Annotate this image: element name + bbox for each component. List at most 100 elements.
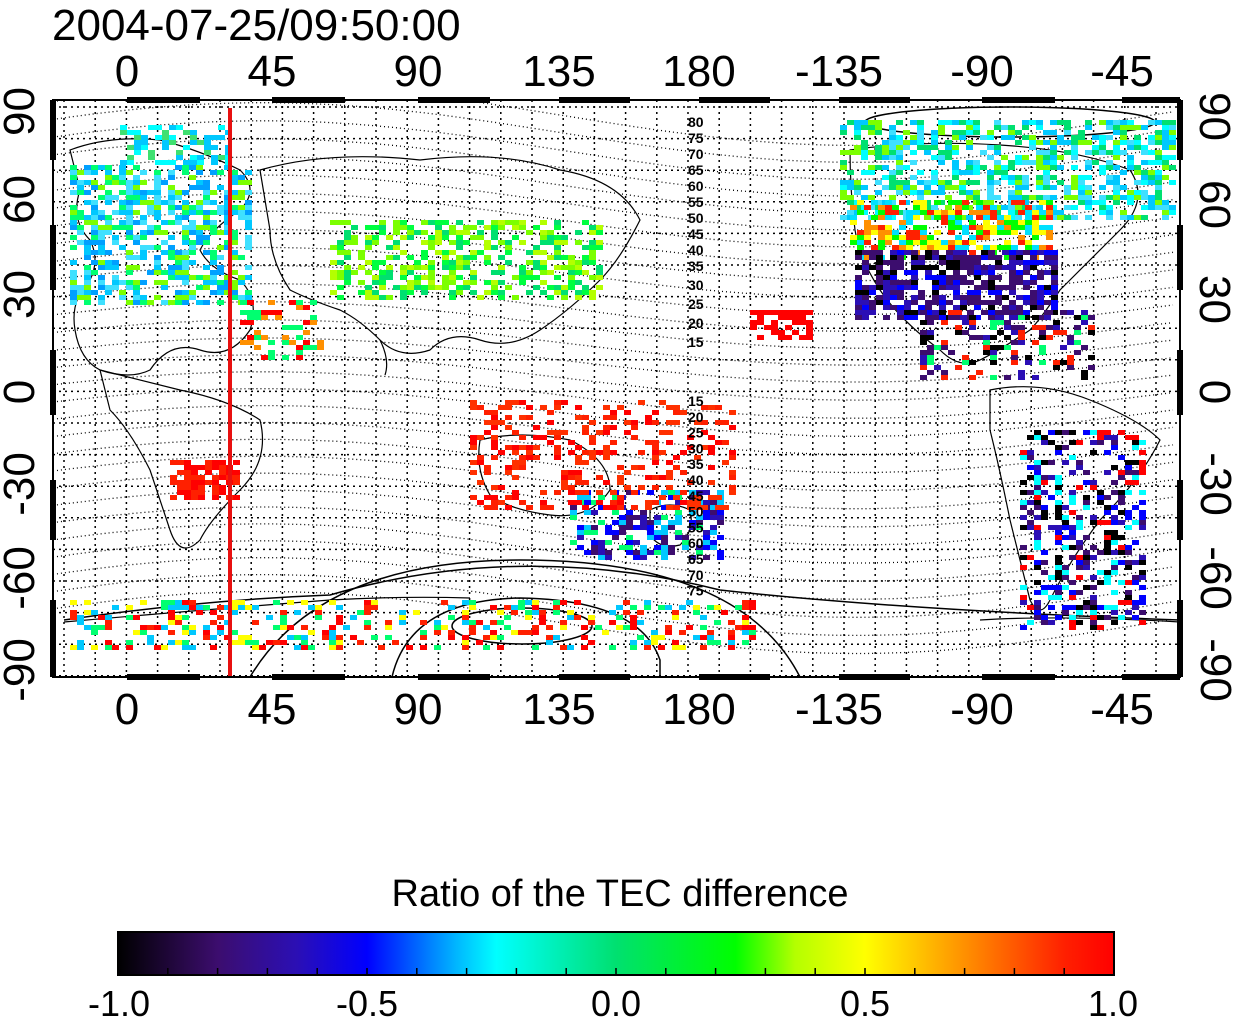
tec-cell <box>966 165 973 170</box>
tec-cell <box>315 615 322 620</box>
tec-cell <box>645 440 652 445</box>
tec-cell <box>582 290 589 295</box>
tec-cell <box>1111 560 1118 565</box>
tec-cell <box>673 495 680 500</box>
tec-cell <box>484 290 491 295</box>
tec-cell <box>442 260 449 265</box>
tec-cell <box>442 220 449 225</box>
tec-cell <box>927 330 934 335</box>
tec-cell <box>98 285 105 290</box>
tec-cell <box>70 175 77 180</box>
tec-cell <box>182 200 189 205</box>
tec-cell <box>448 615 455 620</box>
tec-cell <box>927 210 934 215</box>
tec-cell <box>575 475 582 480</box>
tec-cell <box>696 525 703 530</box>
tec-cell <box>420 635 427 640</box>
tec-cell <box>941 220 948 225</box>
tec-cell <box>1169 145 1176 150</box>
tec-cell <box>1020 515 1027 520</box>
tec-cell <box>1141 175 1148 180</box>
tec-cell <box>463 255 470 260</box>
tec-cell <box>1055 500 1062 505</box>
tec-cell <box>976 205 983 210</box>
tec-cell <box>70 170 77 175</box>
tec-cell <box>931 170 938 175</box>
tec-cell <box>875 150 882 155</box>
tec-cell <box>372 280 379 285</box>
tec-cell <box>533 265 540 270</box>
tec-cell <box>969 250 976 255</box>
tec-cell <box>1083 600 1090 605</box>
tec-cell <box>693 605 700 610</box>
tec-cell <box>983 335 990 340</box>
tec-cell <box>932 250 939 255</box>
tec-cell <box>675 530 682 535</box>
tec-cell <box>847 200 854 205</box>
tec-cell <box>1044 290 1051 295</box>
tec-cell <box>463 260 470 265</box>
tec-cell <box>84 610 91 615</box>
tec-cell <box>533 250 540 255</box>
tec-cell <box>626 515 633 520</box>
tec-cell <box>948 210 955 215</box>
tec-cell <box>414 285 421 290</box>
tec-cell <box>948 240 955 245</box>
tec-cell <box>966 145 973 150</box>
tec-cell <box>140 220 147 225</box>
tec-cell <box>850 240 857 245</box>
tec-cell <box>400 290 407 295</box>
tec-cell <box>778 310 785 315</box>
tec-cell <box>198 485 205 490</box>
tec-cell <box>997 315 1004 320</box>
tec-cell <box>661 535 668 540</box>
tec-cell <box>547 430 554 435</box>
tec-cell <box>421 290 428 295</box>
tec-cell <box>470 470 477 475</box>
tec-cell <box>892 210 899 215</box>
tec-cell <box>1085 160 1092 165</box>
tec-cell <box>1085 215 1092 220</box>
tec-cell <box>554 405 561 410</box>
tec-cell <box>1127 160 1134 165</box>
tec-cell <box>358 255 365 260</box>
tec-cell <box>1169 180 1176 185</box>
tec-cell <box>1071 165 1078 170</box>
axis-bar-bottom <box>982 674 1055 680</box>
tec-cell <box>638 400 645 405</box>
tec-cell <box>897 265 904 270</box>
tec-cell <box>554 225 561 230</box>
tec-cell <box>890 265 897 270</box>
tec-cell <box>372 240 379 245</box>
contour-label-south: 70 <box>688 567 704 583</box>
tec-cell <box>182 205 189 210</box>
tec-cell <box>1022 200 1029 205</box>
tec-cell <box>598 545 605 550</box>
tec-cell <box>1074 340 1081 345</box>
tec-cell <box>491 415 498 420</box>
tec-cell <box>393 285 400 290</box>
tec-cell <box>364 605 371 610</box>
tec-cell <box>938 180 945 185</box>
tec-cell <box>584 525 591 530</box>
tec-cell <box>988 265 995 270</box>
tec-cell <box>785 310 792 315</box>
tec-cell <box>647 525 654 530</box>
tec-cell <box>435 230 442 235</box>
tec-cell <box>715 505 722 510</box>
tec-cell <box>147 225 154 230</box>
tec-cell <box>862 315 869 320</box>
tec-cell <box>941 375 948 380</box>
tec-cell <box>1097 570 1104 575</box>
tec-cell <box>470 255 477 260</box>
tec-cell <box>679 605 686 610</box>
tec-cell <box>1034 610 1041 615</box>
axis-bar-top <box>127 97 200 103</box>
tec-cell <box>661 525 668 530</box>
tec-cell <box>1069 580 1076 585</box>
tec-cell <box>1057 120 1064 125</box>
tec-cell <box>1055 560 1062 565</box>
tec-cell <box>532 605 539 610</box>
tec-cell <box>955 205 962 210</box>
tec-cell <box>575 280 582 285</box>
